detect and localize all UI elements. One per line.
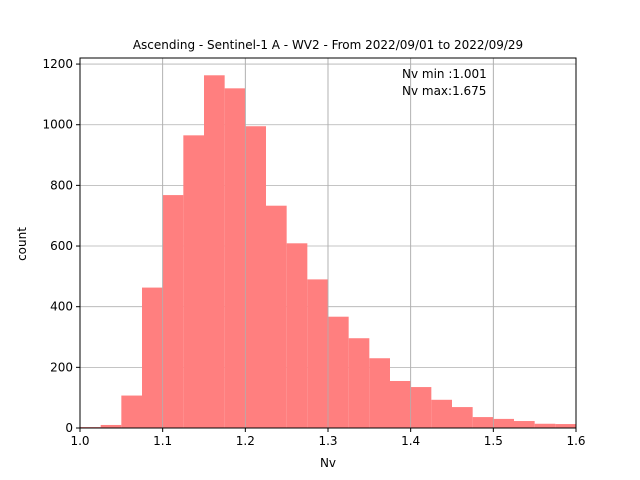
x-tick-label: 1.0 [70, 434, 89, 448]
x-tick-label: 1.5 [484, 434, 503, 448]
histogram-bars [79, 58, 577, 428]
histogram-bar [266, 205, 287, 428]
chart-title: Ascending - Sentinel-1 A - WV2 - From 20… [133, 38, 523, 52]
x-axis-label: Nv [320, 456, 336, 470]
y-tick-label: 800 [50, 178, 73, 192]
y-tick-label: 400 [50, 300, 73, 314]
y-tick-label: 200 [50, 360, 73, 374]
histogram-bar [286, 243, 308, 428]
x-tick-label: 1.1 [153, 434, 172, 448]
histogram-bar [142, 287, 163, 428]
annotation-nv-min: Nv min :1.001 [402, 67, 487, 81]
histogram-bar [452, 407, 473, 428]
histogram-bar [348, 338, 370, 428]
x-tick-label: 1.4 [401, 434, 420, 448]
y-tick-label: 1000 [42, 118, 73, 132]
annotation-nv-max: Nv max:1.675 [402, 84, 486, 98]
histogram-bar [328, 316, 349, 428]
histogram-bar [245, 126, 266, 428]
x-axis-ticks: 1.0 1.1 1.2 1.3 1.4 1.5 1.6 [70, 428, 586, 448]
histogram-bar [100, 424, 122, 428]
histogram-bar [514, 421, 535, 428]
y-axis-label: count [15, 227, 29, 261]
histogram-bar [121, 395, 142, 428]
x-tick-label: 1.6 [566, 434, 585, 448]
histogram-bar [493, 418, 514, 428]
y-tick-label: 0 [65, 421, 73, 435]
x-tick-label: 1.2 [236, 434, 255, 448]
histogram-bar [390, 380, 411, 428]
histogram-bar [369, 358, 390, 428]
histogram-bar [162, 195, 184, 428]
x-tick-label: 1.3 [318, 434, 337, 448]
histogram-bar [224, 88, 246, 428]
histogram-bar [204, 75, 225, 428]
y-tick-label: 600 [50, 239, 73, 253]
histogram-bar [307, 279, 328, 428]
histogram-bar [534, 423, 556, 428]
histogram-bar [183, 135, 204, 428]
histogram-bar [410, 387, 432, 428]
histogram-bar [431, 399, 452, 428]
histogram-bar [472, 417, 494, 428]
y-tick-label: 1200 [42, 57, 73, 71]
histogram-bar [555, 424, 576, 428]
y-axis-ticks: 0 200 400 600 800 1000 1200 [42, 57, 80, 435]
